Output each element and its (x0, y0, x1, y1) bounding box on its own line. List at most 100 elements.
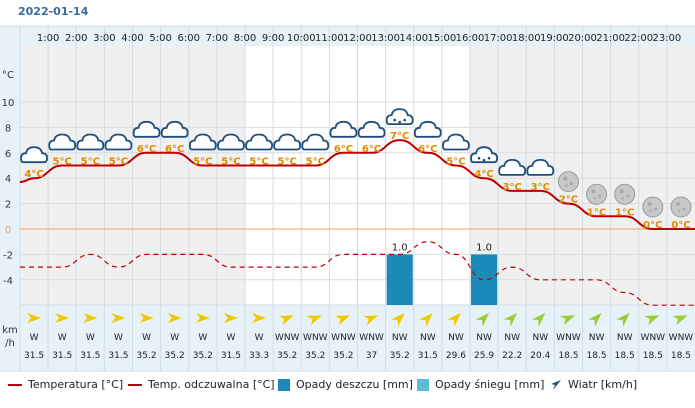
rain-drop (393, 118, 396, 122)
wind-speed-label: 18.5 (615, 351, 635, 361)
cloud-rain-icon-shape (385, 108, 414, 125)
rain-drop (487, 156, 491, 160)
wind-arrow-icon (447, 313, 461, 327)
cloud-icon (20, 146, 48, 164)
hour-label: 16:00 (456, 33, 485, 44)
moon-shape (586, 183, 608, 205)
wind-dir-label: W (226, 333, 235, 343)
hour-label: 4:00 (121, 33, 143, 44)
hour-label: 19:00 (540, 33, 569, 44)
moon-crater (677, 209, 681, 213)
legend-wind-label: Wiatr [km/h] (568, 378, 638, 391)
wind-arrow-icon (335, 315, 350, 326)
rain-bar (386, 254, 413, 305)
moon-shape (642, 196, 664, 218)
date-title: 2022-01-14 (18, 5, 89, 18)
cloud-icon-shape (76, 133, 105, 151)
legend-temperature-label: Temperatura [°C] (28, 378, 124, 391)
cloud-icon-shape (357, 120, 386, 138)
wind-dir-label: W (30, 333, 39, 343)
moon-crater (563, 176, 568, 181)
moon-shape (614, 183, 636, 205)
wind-arrow-icon (55, 313, 70, 323)
y-tick-label: 4 (5, 174, 11, 185)
temp-label: 2°C (559, 195, 578, 206)
rain-bar (471, 254, 498, 305)
cloud-icon-shape (526, 158, 555, 176)
wind-arrow-icon (167, 313, 182, 323)
temp-label: 1°C (615, 207, 634, 218)
moon-shape (670, 196, 692, 218)
wind-unit-km: km (2, 325, 18, 336)
wind-dir-label: WNW (359, 333, 384, 343)
wind-arrow-icon (503, 313, 518, 327)
wind-arrow-shape (252, 313, 267, 323)
wind-arrow-icon (139, 313, 154, 323)
rain-label: 1.0 (476, 242, 492, 253)
wind-speed-label: 31.5 (80, 351, 100, 361)
temp-label: 5°C (306, 157, 325, 168)
wind-arrow-shape (55, 313, 70, 323)
cloud-icon (160, 120, 189, 138)
wind-arrow-icon (672, 315, 688, 326)
wind-arrow-shape (531, 313, 546, 327)
moon-crater (591, 189, 596, 194)
wind-arrow-icon (195, 313, 210, 323)
cloud-icon-shape (132, 120, 161, 138)
wind-speed-label: 35.2 (193, 351, 213, 361)
hour-label: 15:00 (427, 33, 456, 44)
moon-cloud-icon (670, 196, 692, 218)
temp-label: 1°C (587, 207, 606, 218)
y-tick-label: 0 (5, 225, 11, 236)
y-tick-label: 10 (2, 98, 15, 109)
wind-speed-label: 31.5 (52, 351, 72, 361)
temp-label: 6°C (137, 144, 156, 155)
wind-dir-label: NW (392, 333, 408, 343)
temp-label: 5°C (249, 157, 268, 168)
cloud-icon (329, 120, 358, 138)
legend-rain-label: Opady deszczu [mm] (296, 378, 413, 391)
wind-arrow-shape (391, 313, 405, 327)
wind-arrow-shape (83, 313, 98, 323)
y-tick-label: -2 (3, 250, 13, 261)
hour-label: 18:00 (512, 33, 541, 44)
legend-temperature-swatch (8, 383, 22, 386)
legend-snow-label: Opady śniegu [mm] (435, 378, 545, 391)
moon-cloud-icon (557, 171, 579, 193)
hour-label: 17:00 (484, 33, 513, 44)
rain-drop (482, 158, 486, 162)
wind-arrow-shape (616, 313, 630, 327)
y-unit-label: °C (2, 70, 14, 81)
wind-dir-label: W (142, 333, 151, 343)
wind-speed-label: 31.5 (418, 351, 438, 361)
wind-arrow-shape (672, 315, 688, 326)
wind-arrow-icon (616, 313, 630, 327)
cloud-icon-shape (20, 146, 48, 164)
wind-speed-label: 18.5 (643, 351, 663, 361)
wind-arrow-shape (503, 313, 518, 327)
wind-speed-label: 35.2 (277, 351, 297, 361)
cloud-icon (526, 158, 555, 176)
wind-dir-label: NW (532, 333, 548, 343)
temp-label: 6°C (418, 144, 437, 155)
temperature-line (19, 139, 695, 230)
temp-label: 3°C (503, 182, 522, 193)
temp-label: 4°C (24, 169, 43, 180)
wind-arrow-shape (560, 315, 575, 326)
wind-arrow-shape (644, 315, 660, 326)
temp-label: 5°C (446, 157, 465, 168)
wind-speed-label: 22.2 (502, 351, 522, 361)
wind-speed-label: 18.5 (587, 351, 607, 361)
temp-label: 6°C (334, 144, 353, 155)
legend-rain: Opady deszczu [mm] (278, 378, 413, 391)
moon-crater (626, 194, 630, 198)
weather-chart: 1:00 2:00 3:00 4:00 5:00 6:00 7:00 8:00 9:00 10:0… (0, 25, 695, 372)
temp-label: 4°C (474, 169, 493, 180)
wind-speed-label: 20.4 (530, 351, 550, 361)
wind-arrow-shape (139, 313, 154, 323)
wind-arrow-shape (588, 313, 602, 327)
cloud-icon (442, 133, 470, 151)
temp-label: 5°C (193, 157, 212, 168)
wind-dir-label: NW (476, 333, 492, 343)
temp-label: 5°C (81, 157, 100, 168)
